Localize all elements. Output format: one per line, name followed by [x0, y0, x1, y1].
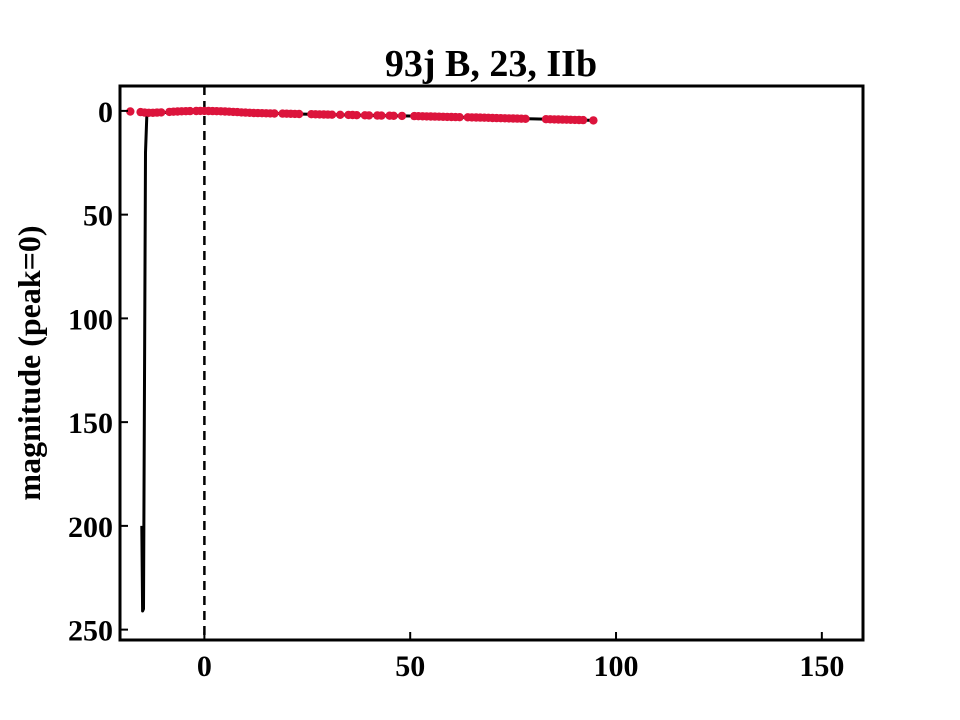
y-tick-label: 50	[83, 200, 113, 233]
x-tick-label: 0	[197, 650, 212, 683]
series-group	[126, 106, 598, 613]
data-point-49	[364, 111, 374, 120]
data-point-47	[352, 111, 361, 120]
y-tick-label: 0	[98, 96, 113, 129]
data-point-44	[336, 110, 345, 120]
y-axis-label: magnitude (peak=0)	[11, 225, 47, 500]
data-point-32	[270, 109, 279, 118]
data-point-53	[389, 111, 398, 121]
y-tick-label: 100	[68, 303, 113, 336]
plot-area	[126, 86, 598, 640]
data-point-12	[185, 106, 195, 116]
x-tick-label: 150	[799, 650, 844, 683]
plot-frame	[118, 84, 865, 642]
chart-title: 93j B, 23, IIb	[385, 43, 597, 85]
series-line-1	[140, 109, 594, 613]
data-point-51	[377, 111, 386, 120]
x-tick-label: 100	[594, 650, 639, 683]
x-tick-label: 50	[395, 650, 425, 683]
data-point-91	[578, 115, 588, 125]
data-point-92	[589, 116, 598, 125]
data-point-43	[327, 110, 337, 119]
data-point-37	[294, 109, 304, 119]
y-tick-label: 150	[68, 407, 113, 440]
data-point-54	[397, 111, 407, 121]
data-point-6	[157, 108, 166, 117]
data-point-81	[521, 114, 530, 124]
data-point-66	[455, 113, 464, 122]
y-tick-label: 250	[68, 615, 113, 648]
axis-ticks: 0 50 100 150 0 50 100 150 200 250	[68, 96, 844, 683]
y-tick-label: 200	[68, 511, 113, 544]
data-point-0	[126, 107, 135, 116]
